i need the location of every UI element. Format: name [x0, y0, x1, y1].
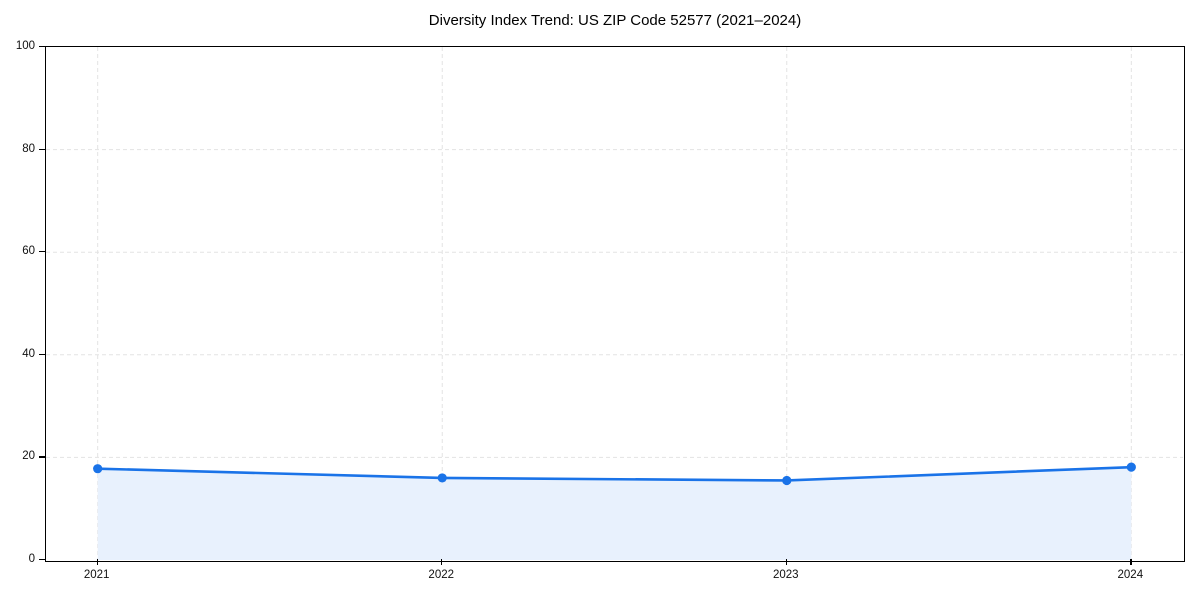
y-tick-label: 20 [22, 450, 35, 463]
y-tick-mark [39, 148, 45, 150]
data-point [1126, 462, 1136, 472]
x-tick-mark [96, 559, 98, 565]
x-tick-label: 2021 [83, 569, 110, 581]
y-tick-mark [39, 353, 45, 355]
y-tick-label: 100 [15, 40, 35, 52]
area-fill [97, 467, 1132, 560]
x-tick-label: 2024 [1117, 569, 1144, 581]
chart-canvas [46, 47, 1183, 560]
y-tick-label: 60 [22, 245, 35, 258]
data-point [437, 473, 447, 483]
chart-title: Diversity Index Trend: US ZIP Code 52577… [428, 12, 802, 29]
y-tick-mark [39, 456, 45, 458]
data-point [782, 475, 792, 486]
y-tick-mark [39, 46, 45, 48]
plot-area [45, 46, 1185, 562]
y-tick-label: 80 [22, 142, 35, 155]
y-tick-mark [39, 251, 45, 253]
x-tick-label: 2022 [428, 569, 455, 581]
x-tick-mark [1130, 559, 1132, 565]
x-tick-label: 2023 [772, 569, 799, 581]
y-tick-mark [39, 559, 45, 561]
y-tick-label: 40 [22, 347, 35, 360]
trend-line [96, 465, 1133, 482]
x-tick-mark [441, 559, 443, 565]
x-tick-mark [785, 559, 787, 565]
y-tick-label: 0 [28, 553, 35, 565]
data-point [93, 464, 103, 474]
